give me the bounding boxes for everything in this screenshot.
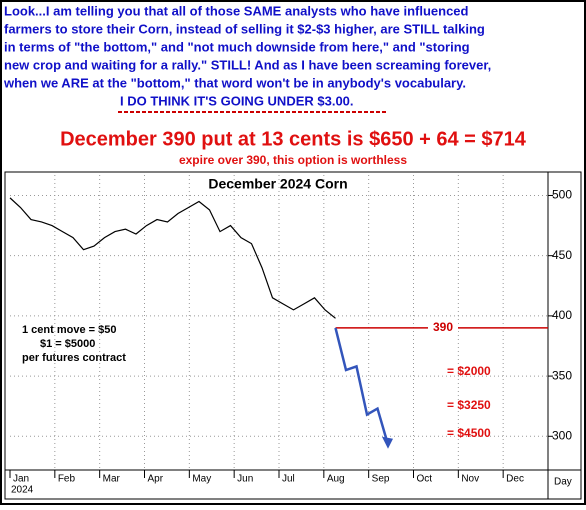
header: Look...I am telling you that all of thos… [3,3,527,167]
text-line: farmers to store their Corn, instead of … [4,21,485,36]
price-line [9,197,336,319]
x-tick-label: Mar [103,474,121,485]
x-tick-label: Jun [237,474,253,485]
x-axis-label: Day [554,477,572,488]
x-tick-label: Sep [372,474,390,485]
annotation: $1 = $5000 [40,338,95,350]
x-tick-label: Feb [58,474,76,485]
arrow-head [382,436,393,449]
x-tick-label: Jul [282,474,295,485]
target-label: = $4500 [447,426,491,440]
target-label: = $3250 [447,398,491,412]
annotation: per futures contract [22,352,126,364]
emphasis: I DO THINK IT'S GOING UNDER $3.00. [120,93,354,108]
chart-title: December 2024 Corn [208,176,347,192]
x-tick-label: Apr [148,474,164,485]
x-tick-label: Nov [461,474,479,485]
x-tick-label: Oct [417,474,433,485]
x-tick-label: May [192,474,211,485]
y-tick-label: 400 [552,308,572,322]
y-tick-label: 350 [552,368,572,382]
year-label: 2024 [11,485,34,496]
chart-frame [4,171,582,500]
annotation: 1 cent move = $50 [22,324,116,336]
target-label: = $2000 [447,364,491,378]
level-label: 390 [433,320,453,334]
y-tick-label: 300 [552,428,572,442]
text-line: Look...I am telling you that all of thos… [4,3,469,18]
text-line: in terms of "the bottom," and "not much … [4,39,470,54]
text-line: new crop and waiting for a rally." STILL… [4,57,491,72]
text-line: when we ARE at the "bottom," that word w… [3,75,466,90]
x-tick-label: Aug [327,474,345,485]
y-tick-label: 500 [552,188,572,202]
headline: December 390 put at 13 cents is $650 + 6… [60,128,527,150]
y-tick-label: 450 [552,248,572,262]
note: expire over 390, this option is worthles… [179,153,407,167]
projection-line [334,327,390,446]
level-label-bg [428,321,458,334]
x-tick-label: Dec [506,474,524,485]
x-tick-label: Jan [13,474,29,485]
